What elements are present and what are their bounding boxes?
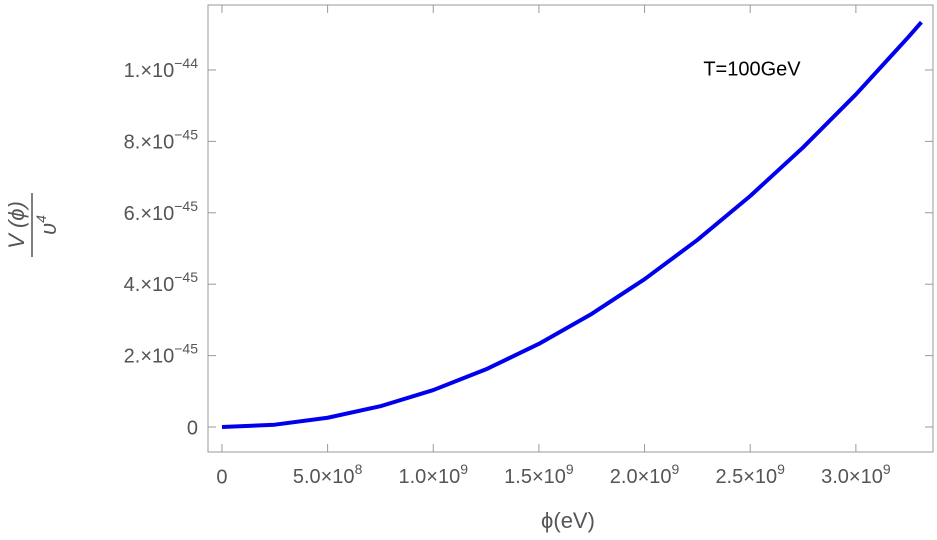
x-tick-label: 2.0×109 (610, 461, 680, 489)
x-tick-label: 1.0×109 (398, 461, 468, 489)
y-tick-label: 6.×10−45 (124, 197, 199, 225)
y-tick-label: 8.×10−45 (124, 126, 199, 154)
y-label-numerator: V (ϕ) (4, 201, 29, 249)
y-tick-label: 1.×10−44 (124, 55, 199, 83)
x-tick-label: 3.0×109 (821, 461, 891, 489)
y-tick-label: 2.×10−45 (124, 340, 199, 368)
y-tick-label: 0 (187, 417, 198, 439)
y-label-denominator: υ4 (33, 215, 61, 235)
y-tick-label: 4.×10−45 (124, 269, 199, 297)
x-tick-label: 1.5×109 (504, 461, 574, 489)
x-axis-label: ϕ(eV) (541, 508, 595, 533)
plot-frame (207, 4, 934, 453)
x-tick-label: 0 (216, 466, 227, 488)
x-tick-label: 2.5×109 (715, 461, 785, 489)
y-axis-label: V (ϕ) υ4 (4, 193, 61, 257)
x-tick-label: 5.0×108 (293, 461, 363, 489)
annotation: T=100GeV (703, 58, 801, 80)
data-line (221, 20, 923, 430)
